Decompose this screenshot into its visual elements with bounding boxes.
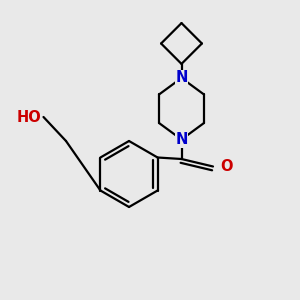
Text: N: N [175,132,188,147]
Text: O: O [220,159,233,174]
Text: HO: HO [16,110,41,124]
Text: N: N [175,70,188,86]
